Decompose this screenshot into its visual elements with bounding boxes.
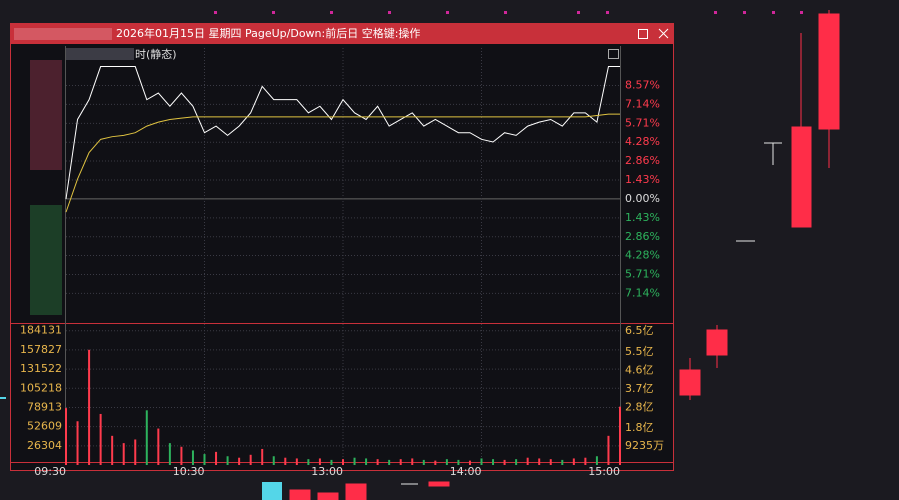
blurred-left-labels (30, 60, 62, 170)
amount-tick-label: 6.5亿 (625, 324, 654, 337)
amount-tick-label: 9235万 (625, 439, 664, 452)
volume-bar (411, 458, 414, 465)
y-tick-label: 2.86% (625, 230, 660, 243)
close-button[interactable] (658, 28, 669, 39)
panel-toggle[interactable] (608, 49, 619, 59)
y-tick-label: 7.14% (625, 286, 660, 299)
volume-bar (607, 435, 610, 465)
price-line (65, 113, 620, 213)
x-tick-label: 09:30 (34, 465, 66, 478)
y-tick-label: 0.00% (625, 192, 660, 205)
volume-bar (88, 349, 91, 465)
volume-tick-label: 26304 (27, 439, 62, 452)
volume-tick-label: 131522 (20, 362, 62, 375)
volume-tick-label: 52609 (27, 420, 62, 433)
volume-tick-label: 78913 (27, 400, 62, 413)
y-tick-label: 2.86% (625, 154, 660, 167)
volume-bar (480, 458, 483, 465)
price-line (65, 66, 620, 199)
amount-tick-label: 3.7亿 (625, 382, 654, 395)
y-tick-label: 4.28% (625, 135, 660, 148)
volume-bar (272, 456, 275, 465)
volume-bar (342, 459, 344, 465)
volume-bar (526, 457, 529, 465)
amount-tick-label: 1.8亿 (625, 421, 654, 434)
volume-bar (619, 406, 621, 465)
amount-tick-label: 5.5亿 (625, 345, 654, 358)
volume-bar (284, 457, 287, 465)
blurred-code (66, 48, 134, 60)
volume-bar (215, 451, 218, 465)
volume-bar (76, 421, 79, 465)
chart-subtitle: 时(静态) (135, 47, 177, 61)
volume-bar (99, 413, 102, 465)
volume-bar (468, 460, 471, 465)
volume-bar (549, 459, 552, 465)
volume-tick-label: 157827 (20, 343, 62, 356)
volume-bar (376, 459, 379, 465)
volume-bar (538, 458, 541, 465)
volume-bar (180, 446, 183, 465)
title-bar (11, 24, 673, 44)
volume-bar (157, 428, 160, 465)
volume-bar (168, 443, 171, 465)
x-tick-label: 15:00 (588, 465, 620, 478)
plot: 8.57% 7.14% 5.71% 4.28% 2.86% 1.43% 0.00% 1.43%… (11, 46, 673, 478)
volume-bar (434, 460, 437, 465)
volume-bar (249, 454, 252, 465)
x-tick-label: 10:30 (173, 465, 205, 478)
volume-bar (584, 457, 587, 465)
volume-bar (561, 459, 564, 465)
volume-bar (191, 450, 194, 465)
blurred-name (14, 28, 112, 40)
y-tick-label: 8.57% (625, 78, 660, 91)
volume-bar (318, 458, 321, 465)
volume-bar (399, 459, 402, 465)
popup-window: 2026年01月15日 星期四 PageUp/Down:前后日 空格键:操作 时… (10, 23, 674, 471)
x-tick-label: 13:00 (311, 465, 343, 478)
volume-bar (261, 448, 264, 465)
volume-bar (365, 458, 368, 465)
volume-bar (122, 443, 125, 465)
volume-bar (134, 439, 137, 465)
volume-bar (353, 457, 356, 465)
y-tick-label: 1.43% (625, 211, 660, 224)
volume-bar (595, 456, 598, 465)
amount-tick-label: 2.8亿 (625, 400, 654, 413)
volume-tick-label: 184131 (20, 324, 62, 337)
y-tick-label: 4.28% (625, 249, 660, 262)
volume-bar (295, 458, 298, 465)
maximize-button[interactable] (638, 29, 648, 39)
volume-bar (203, 454, 206, 465)
volume-bar (238, 457, 241, 465)
amount-tick-label: 4.6亿 (625, 363, 654, 376)
volume-bar (226, 456, 229, 465)
volume-bar (111, 435, 114, 465)
x-tick-label: 14:00 (450, 465, 482, 478)
y-tick-label: 1.43% (625, 173, 660, 186)
y-tick-label: 5.71% (625, 267, 660, 280)
volume-bar (307, 459, 310, 465)
y-tick-label: 7.14% (625, 97, 660, 110)
volume-bar (457, 459, 460, 465)
volume-bar (515, 459, 518, 465)
volume-bar (492, 459, 495, 465)
volume-bar (65, 408, 67, 465)
volume-bar (388, 459, 391, 465)
volume-bar (572, 458, 575, 465)
window-title: 2026年01月15日 星期四 PageUp/Down:前后日 空格键:操作 (116, 26, 420, 40)
volume-bar (330, 459, 333, 465)
volume-bar (422, 459, 425, 465)
volume-bar (503, 459, 506, 465)
volume-tick-label: 105218 (20, 381, 62, 394)
y-tick-label: 5.71% (625, 116, 660, 129)
volume-bar (145, 410, 148, 465)
volume-bar (445, 459, 448, 465)
background-kline (0, 10, 840, 500)
blurred-left-labels-low (30, 205, 62, 315)
